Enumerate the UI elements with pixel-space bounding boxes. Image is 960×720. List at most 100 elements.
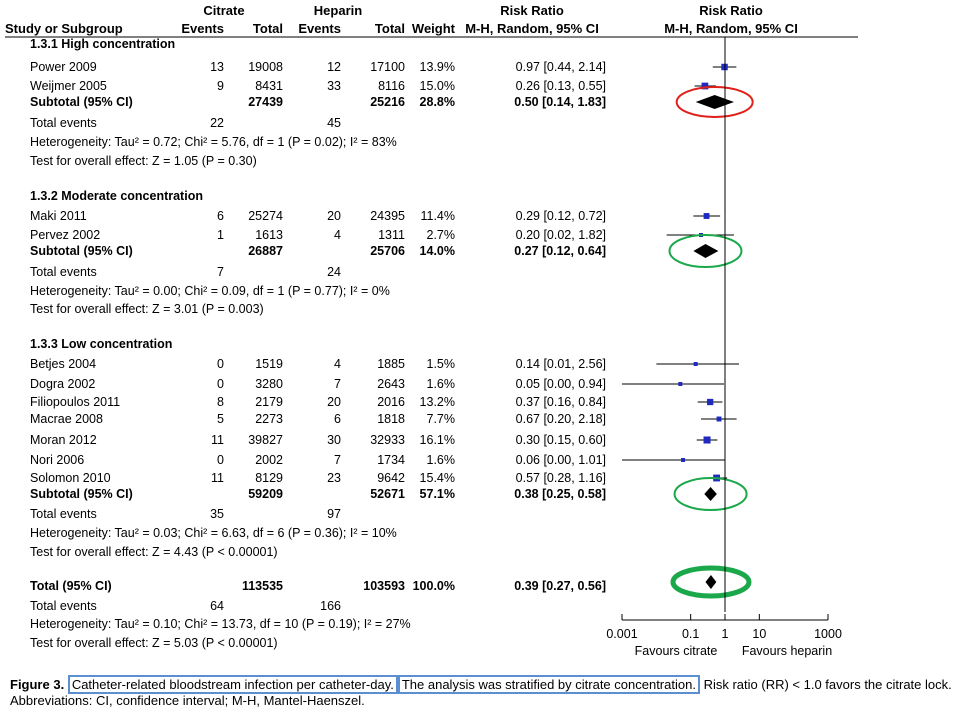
subgroup-3-study-3-weight: 13.2% (420, 395, 455, 409)
subgroup-1-subtotal-ci-text: 0.50 [0.14, 1.83] (514, 95, 606, 109)
subgroup-1-events-heparin: 45 (327, 116, 341, 130)
subgroup-2-subtotal-weight: 14.0% (420, 244, 455, 258)
header-risk-ratio-plot: Risk Ratio (699, 3, 763, 18)
x-tick-label-3: 1 (722, 627, 729, 641)
subgroup-2-title: 1.3.2 Moderate concentration (30, 189, 203, 203)
subgroup-1-study-1-name: Power 2009 (30, 60, 97, 74)
total-events-citrate: 64 (210, 599, 224, 613)
subgroup-3-study-7-ci-text: 0.57 [0.28, 1.16] (516, 471, 606, 485)
subgroup-3-study-4-ci-text: 0.67 [0.20, 2.18] (516, 412, 606, 426)
subgroup-3-study-7-total-heparin: 9642 (377, 471, 405, 485)
caption-label: Figure 3. (10, 677, 65, 692)
subgroup-3-study-1-square (693, 362, 698, 366)
subgroup-3-study-4-events-citrate: 5 (217, 412, 224, 426)
subgroup-1-subtotal-weight: 28.8% (420, 95, 455, 109)
subgroup-3-study-3-name: Filiopoulos 2011 (30, 395, 120, 409)
favours-right-label: Favours heparin (742, 644, 832, 658)
subgroup-3-study-5-events-heparin: 30 (327, 433, 341, 447)
subgroup-3-study-5-name: Moran 2012 (30, 433, 97, 447)
header-total-citrate: Total (253, 21, 283, 36)
subgroup-3-study-1-weight: 1.5% (427, 357, 456, 371)
figure-caption: Figure 3. Catheter-related bloodstream i… (10, 675, 955, 709)
subgroup-3-study-6-weight: 1.6% (427, 453, 456, 467)
subgroup-3-events-label: Total events (30, 507, 97, 521)
subgroup-3-study-7-events-citrate: 11 (211, 471, 224, 485)
subgroup-1-study-1-total-citrate: 19008 (248, 60, 283, 74)
subgroup-1-study-1-events-heparin: 12 (327, 60, 341, 74)
subgroup-1-subtotal-total-citrate: 27439 (248, 95, 283, 109)
subgroup-1-title: 1.3.1 High concentration (30, 37, 175, 51)
subgroup-3-study-4-total-heparin: 1818 (377, 412, 405, 426)
subgroup-3-study-6-total-heparin: 1734 (377, 453, 405, 467)
header-study: Study or Subgroup (5, 21, 123, 36)
subgroup-2-subtotal-total-citrate: 26887 (248, 244, 283, 258)
subgroup-1-study-2-square (701, 82, 709, 90)
subgroup-3-study-2-ci-text: 0.05 [0.00, 0.94] (516, 377, 606, 391)
subgroup-3-study-2-total-heparin: 2643 (377, 377, 405, 391)
subgroup-3-study-1-ci-text: 0.14 [0.01, 2.56] (516, 357, 606, 371)
subgroup-3-overall-effect: Test for overall effect: Z = 4.43 (P < 0… (30, 545, 278, 559)
subgroup-2-heterogeneity: Heterogeneity: Tau² = 0.00; Chi² = 0.09,… (30, 284, 390, 298)
header-weight: Weight (412, 21, 456, 36)
subgroup-2-overall-effect: Test for overall effect: Z = 3.01 (P = 0… (30, 302, 264, 316)
subgroup-3-events-citrate: 35 (210, 507, 224, 521)
subgroup-1-study-2-total-citrate: 8431 (255, 79, 283, 93)
subgroup-3-subtotal-weight: 57.1% (420, 487, 455, 501)
subgroup-2-study-1-total-citrate: 25274 (248, 209, 283, 223)
header-group-citrate: Citrate (203, 3, 244, 18)
subgroup-3-study-5-square (703, 436, 711, 444)
subgroup-1-subtotal-diamond (695, 95, 735, 109)
total-ci-text: 0.39 [0.27, 0.56] (514, 579, 606, 593)
x-tick-label-1: 0.001 (606, 627, 637, 641)
total-heterogeneity: Heterogeneity: Tau² = 0.10; Chi² = 13.73… (30, 617, 411, 631)
subgroup-3-subtotal-label: Subtotal (95% CI) (30, 487, 133, 501)
total-events-heparin: 166 (320, 599, 341, 613)
subgroup-3-study-7-name: Solomon 2010 (30, 471, 111, 485)
subgroup-3-study-7-events-heparin: 23 (327, 471, 341, 485)
subgroup-3-study-4-name: Macrae 2008 (30, 412, 103, 426)
header-events-citrate: Events (181, 21, 224, 36)
subgroup-2-events-heparin: 24 (327, 265, 341, 279)
subgroup-3-study-3-total-citrate: 2179 (255, 395, 283, 409)
subgroup-3-study-6-events-heparin: 7 (334, 453, 341, 467)
subgroup-3-subtotal-total-heparin: 52671 (370, 487, 405, 501)
subgroup-3-study-1-total-heparin: 1885 (377, 357, 405, 371)
subgroup-3-subtotal-ci-text: 0.38 [0.25, 0.58] (514, 487, 606, 501)
subgroup-2-study-1-name: Maki 2011 (30, 209, 87, 223)
subgroup-3-study-2-total-citrate: 3280 (255, 377, 283, 391)
subgroup-2-events-label: Total events (30, 265, 97, 279)
subgroup-3-study-3-square (707, 398, 714, 406)
header-plot-method: M-H, Random, 95% CI (664, 21, 798, 36)
subgroup-3-heterogeneity: Heterogeneity: Tau² = 0.03; Chi² = 6.63,… (30, 526, 397, 540)
header-risk-ratio: Risk Ratio (500, 3, 564, 18)
subgroup-3-study-5-total-heparin: 32933 (370, 433, 405, 447)
x-tick-label-5: 1000 (814, 627, 842, 641)
subgroup-3-subtotal-total-citrate: 59209 (248, 487, 283, 501)
subgroup-3-study-1-events-heparin: 4 (334, 357, 341, 371)
subgroup-1-study-2-total-heparin: 8116 (378, 79, 405, 93)
subgroup-2-subtotal-total-heparin: 25706 (370, 244, 405, 258)
subgroup-3-study-4-square (716, 416, 722, 422)
subgroup-2-subtotal-ci-text: 0.27 [0.12, 0.64] (514, 244, 606, 258)
subgroup-2-study-1-total-heparin: 24395 (370, 209, 405, 223)
subgroup-3-study-7-total-citrate: 8129 (255, 471, 283, 485)
subgroup-1-overall-effect: Test for overall effect: Z = 1.05 (P = 0… (30, 154, 257, 168)
subgroup-1-study-2-events-heparin: 33 (327, 79, 341, 93)
subgroup-3-study-6-events-citrate: 0 (217, 453, 224, 467)
subgroup-2-study-1-weight: 11.4% (420, 209, 455, 223)
subgroup-3-study-5-ci-text: 0.30 [0.15, 0.60] (516, 433, 606, 447)
subgroup-3-study-3-ci-text: 0.37 [0.16, 0.84] (516, 395, 606, 409)
subgroup-3-study-6-total-citrate: 2002 (255, 453, 283, 467)
total-overall-effect: Test for overall effect: Z = 5.03 (P < 0… (30, 636, 278, 650)
total-total-heparin: 103593 (363, 579, 405, 593)
subgroup-1-subtotal-total-heparin: 25216 (370, 95, 405, 109)
subgroup-1-events-label: Total events (30, 116, 97, 130)
subgroup-3-study-1-name: Betjes 2004 (30, 357, 96, 371)
subgroup-2-study-1-square (703, 213, 710, 219)
header-total-heparin: Total (375, 21, 405, 36)
header-group-heparin: Heparin (314, 3, 362, 18)
caption-highlight-1: Catheter-related bloodstream infection p… (67, 675, 398, 694)
subgroup-2-study-1-ci-text: 0.29 [0.12, 0.72] (516, 209, 606, 223)
subgroup-1-heterogeneity: Heterogeneity: Tau² = 0.72; Chi² = 5.76,… (30, 135, 397, 149)
